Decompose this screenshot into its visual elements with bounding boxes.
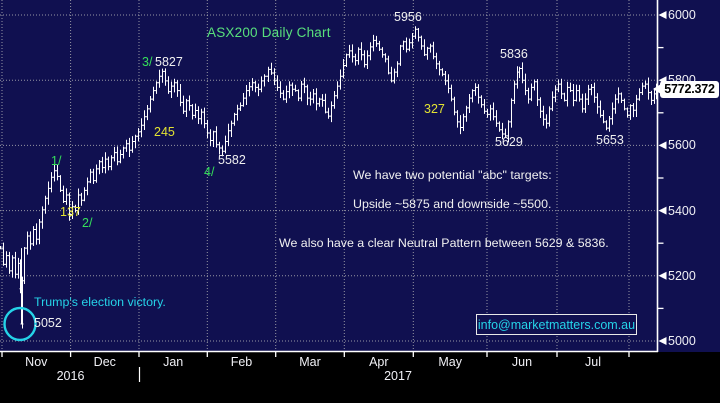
note-neutral-pattern: We also have a clear Neutral Pattern bet…	[279, 236, 609, 250]
chart-background	[0, 0, 720, 352]
chart-title: ASX200 Daily Chart	[207, 25, 331, 40]
y-axis-label-5400: 5400	[668, 203, 696, 218]
annotation-5052: 5052	[34, 316, 62, 330]
month-label-apr: Apr	[369, 355, 389, 369]
election-low-circle	[3, 306, 37, 342]
annotation-5582: 5582	[218, 153, 246, 167]
last-price-badge: 5772.372	[653, 81, 719, 98]
y-axis-major-tick-arrow	[658, 141, 667, 150]
y-axis-label-5600: 5600	[668, 138, 696, 153]
annotation-5956: 5956	[394, 10, 422, 24]
last-price-value: 5772.372	[664, 82, 715, 96]
email-annotation-box: info@marketmatters.com.au	[476, 314, 637, 335]
annotation-5653: 5653	[596, 133, 624, 147]
annotation-137: 137	[60, 205, 81, 219]
month-label-may: May	[438, 355, 462, 369]
month-label-jun: Jun	[511, 355, 533, 369]
y-axis-label-5200: 5200	[668, 268, 696, 283]
month-label-nov: Nov	[25, 355, 48, 369]
year-label-2016: 2016	[56, 369, 85, 383]
annotation-4: 4/	[204, 165, 215, 179]
annotation-245: 245	[154, 125, 175, 139]
annotation-3: 3/	[142, 55, 153, 69]
email-address-text: info@marketmatters.com.au	[477, 317, 636, 332]
note-upside-downside: Upside ~5875 and downside ~5500.	[353, 197, 552, 211]
annotation-5629: 5629	[495, 135, 523, 149]
annotation-2: 2/	[82, 216, 93, 230]
y-axis-label-5000: 5000	[668, 334, 696, 348]
y-axis-label-6000: 6000	[668, 8, 696, 22]
month-label-dec: Dec	[93, 355, 116, 369]
y-axis-major-tick-arrow	[658, 337, 667, 345]
y-axis-major-tick-arrow	[658, 11, 667, 19]
annotation-5827: 5827	[155, 55, 183, 69]
annotation-5836: 5836	[500, 47, 528, 61]
annotation-327: 327	[424, 102, 445, 116]
price-bars	[0, 26, 657, 329]
note-abc-targets: We have two potential "abc" targets:	[353, 168, 552, 182]
y-axis-major-tick-arrow	[658, 206, 667, 215]
status-bar: AS51 Index (S&P/ASX 200) Graph 217 Daily…	[0, 352, 720, 403]
annotation-1: 1/	[51, 154, 62, 168]
y-axis-major-tick-arrow	[658, 271, 667, 280]
month-label-jan: Jan	[163, 355, 184, 369]
month-label-jul: Jul	[585, 355, 601, 369]
month-label-mar: Mar	[299, 355, 321, 369]
month-label-feb: Feb	[230, 355, 253, 369]
event-label-trump-election: Trump's election victory.	[34, 295, 166, 309]
year-label-2017: 2017	[384, 369, 412, 383]
